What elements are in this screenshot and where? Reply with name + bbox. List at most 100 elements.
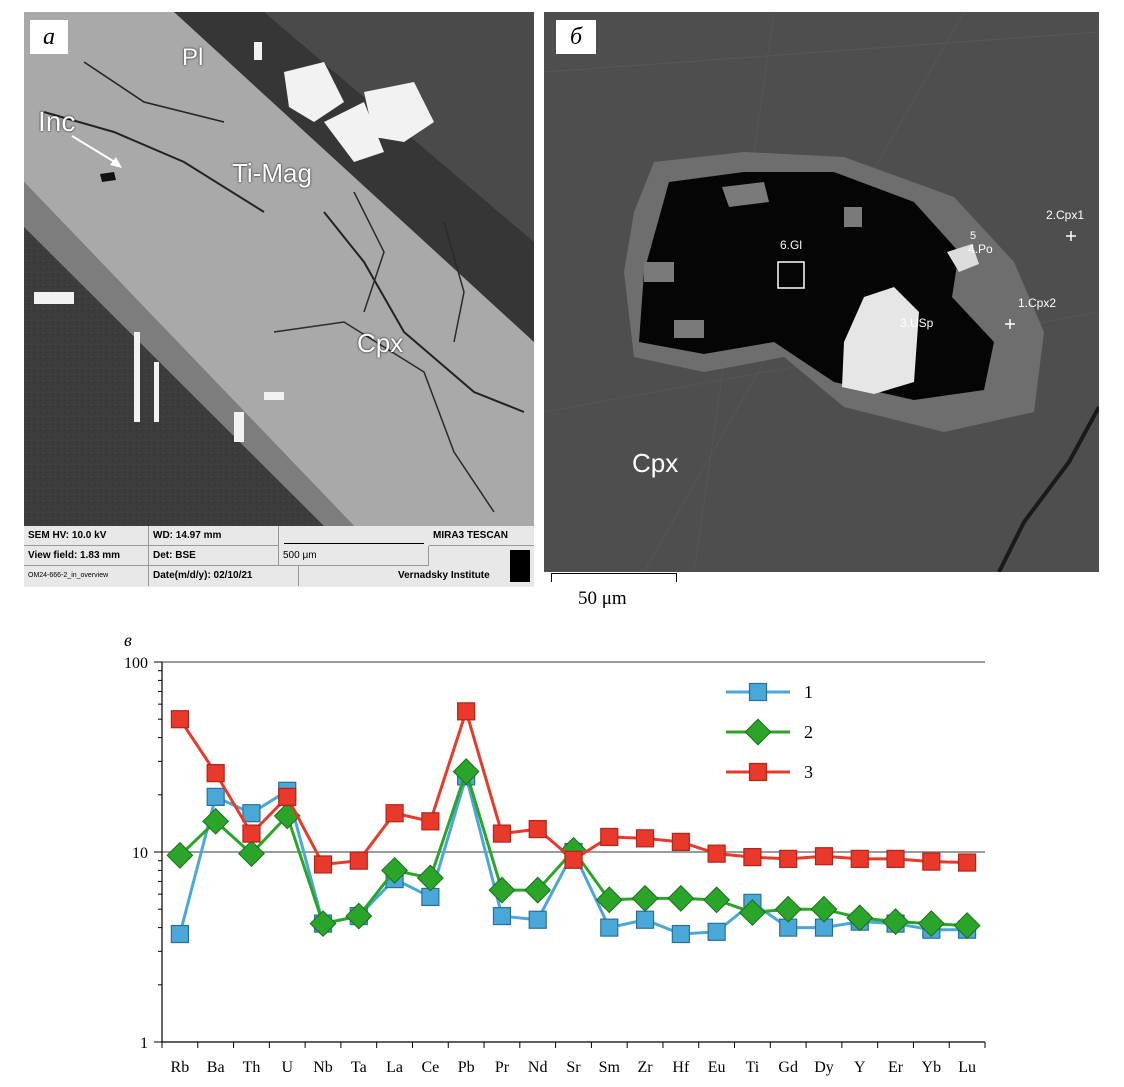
point-2-Pr	[488, 876, 516, 904]
point-3-Pb	[457, 702, 476, 721]
legend: 1 2 3	[726, 682, 813, 782]
sem-det: Det: BSE	[149, 546, 279, 566]
panel-b-texture	[544, 12, 1099, 572]
label-ti-mag: Ti-Mag	[232, 158, 312, 188]
point-2-Yb	[917, 910, 945, 938]
y-tick-label: 100	[124, 655, 148, 672]
point-1-Zr	[635, 910, 655, 929]
point-2-Gd	[774, 895, 802, 923]
legend-marker-2	[744, 718, 772, 746]
legend-label-2: 2	[804, 722, 813, 742]
inc-arrow	[71, 135, 122, 168]
panel-a-texture	[24, 12, 534, 526]
point-3-Th	[242, 824, 261, 843]
x-tick-label: Gd	[778, 1059, 798, 1076]
x-tick-label: Th	[243, 1059, 261, 1076]
point-1-Hf	[671, 924, 690, 944]
point-1-Sm	[600, 918, 619, 937]
x-tick-label: Lu	[958, 1059, 976, 1076]
point-1-Eu	[707, 922, 726, 941]
x-tick-label: U	[281, 1059, 293, 1076]
sem-brand: MIRA3 TESCAN	[429, 526, 534, 546]
point-1-Ba	[206, 787, 225, 806]
point-3-Ce	[421, 812, 440, 831]
sem-institute: Vernadsky Institute	[398, 570, 490, 581]
point-3-Zr	[635, 829, 655, 848]
x-tick-label: Ba	[207, 1059, 225, 1076]
x-tick-label: Pr	[495, 1059, 510, 1076]
point-2-Y	[846, 904, 874, 932]
point-3-Nb	[313, 855, 333, 874]
point-2-La	[381, 856, 409, 884]
point-3-Er	[886, 849, 905, 868]
point-1-Pr	[492, 906, 512, 926]
point-2-Sm	[595, 886, 623, 914]
x-tick-label: Rb	[171, 1059, 190, 1076]
x-tick-label: La	[386, 1059, 403, 1076]
label-cpx-a: Cpx	[357, 328, 404, 358]
point-3-Ba	[206, 764, 225, 783]
point-3-Dy	[814, 847, 834, 866]
label-5: 5	[970, 230, 977, 242]
y-tick-label: 10	[132, 845, 148, 862]
point-2-Ba	[202, 807, 230, 835]
label-gl: 6.Gl	[780, 238, 803, 252]
x-tick-label: Nd	[528, 1059, 548, 1076]
point-3-Hf	[671, 832, 690, 852]
panel-b-sem-image: б 6.Gl 5 4.Po 2.Cpx1 1.Cpx2 3.USp Cpx	[544, 12, 1099, 572]
x-tick-label: Ce	[421, 1059, 439, 1076]
sem-file: OM24-666-2_in_overview	[24, 566, 149, 586]
sem-scale: 500 μm	[279, 546, 429, 566]
sem-scale-bar	[284, 529, 424, 544]
label-cpx2: 1.Cpx2	[1018, 296, 1057, 310]
series-2	[166, 758, 981, 940]
sem-wd: WD: 14.97 mm	[149, 526, 279, 546]
point-2-Nb	[309, 910, 337, 938]
point-1-Rb	[170, 924, 189, 944]
point-2-Lu	[953, 912, 981, 940]
point-3-Nd	[528, 819, 547, 839]
point-3-Y	[850, 849, 869, 868]
spider-diagram: 1 10 100 Rb Ba Th U Nb Ta La Ce Pb Pr Nd Sr Sm Zr Hf Eu Ti…	[124, 655, 986, 1076]
x-tick-label: Ti	[746, 1059, 760, 1076]
panel-b-scale-label: 50 μm	[578, 588, 627, 609]
panel-a-sem-image: а Pl Inc Ti-Mag Cpx SEM HV: 10.0 kV WD: …	[24, 12, 534, 587]
sem-view-field: View field: 1.83 mm	[24, 546, 149, 566]
point-2-Zr	[631, 884, 659, 912]
tescan-logo	[510, 550, 530, 582]
point-2-Eu	[703, 886, 731, 914]
point-2-Er	[882, 908, 910, 936]
series-3	[170, 702, 977, 874]
point-2-Rb	[166, 841, 194, 869]
point-3-Sm	[600, 827, 619, 847]
x-tick-label: Nb	[313, 1059, 333, 1076]
x-tick-label: Y	[854, 1059, 866, 1076]
legend-marker-1	[748, 682, 768, 702]
x-tick-label: Ta	[351, 1059, 367, 1076]
point-3-Gd	[779, 849, 798, 868]
point-1-Nd	[528, 910, 547, 929]
x-tick-labels: Rb Ba Th U Nb Ta La Ce Pb Pr Nd Sr Sm Zr Hf Eu Ti Gd Dy Y Er…	[171, 1059, 976, 1076]
x-tick-label: Yb	[922, 1059, 942, 1076]
x-tick-label: Eu	[708, 1059, 726, 1076]
point-3-Ti	[743, 848, 762, 867]
point-2-Th	[237, 840, 265, 868]
point-3-Eu	[707, 844, 726, 863]
legend-label-3: 3	[804, 762, 813, 782]
panel-a-letter: а	[30, 20, 68, 54]
x-tick-label: Dy	[814, 1059, 834, 1076]
sem-hv: SEM HV: 10.0 kV	[24, 526, 149, 546]
label-usp: 3.USp	[900, 316, 934, 330]
point-2-Pb	[452, 758, 480, 786]
point-3-Yb	[922, 852, 941, 871]
point-2-Nd	[524, 876, 552, 904]
panel-b-scale-bar	[551, 573, 677, 582]
point-3-Lu	[958, 853, 977, 872]
x-tick-label: Pb	[458, 1059, 475, 1076]
point-3-Rb	[170, 710, 189, 729]
panel-b-letter: б	[556, 20, 596, 54]
y-tick-labels: 1 10 100	[124, 655, 148, 1052]
label-pl: Pl	[182, 44, 204, 71]
x-tick-label: Sm	[599, 1059, 621, 1076]
point-3-Sr	[564, 850, 583, 869]
